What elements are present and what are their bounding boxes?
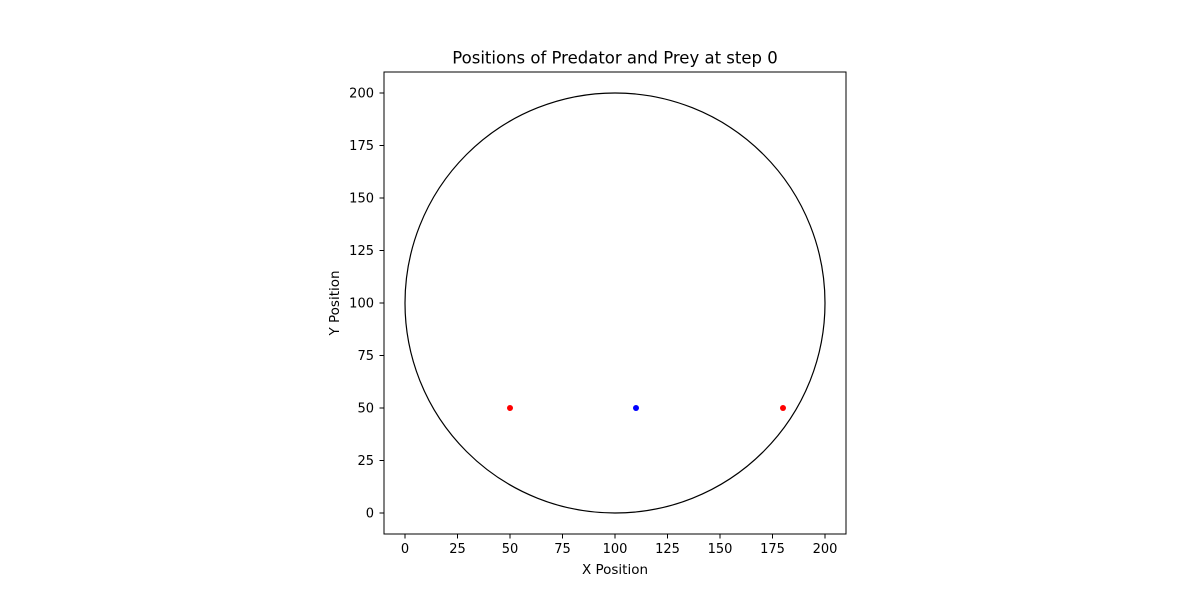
x-tick-label: 125 [655,542,680,557]
x-tick-label: 0 [401,542,409,557]
blue-point [633,405,639,411]
y-tick-label: 150 [349,192,374,207]
x-axis-label: X Position [582,562,648,578]
plot-area [383,71,847,535]
y-tick-label: 25 [357,454,374,469]
chart-marks [404,92,826,514]
y-tick-label: 75 [357,349,374,364]
x-tick-label: 150 [708,542,733,557]
red-point [507,405,513,411]
y-tick-label: 50 [357,402,374,417]
x-tick-label: 175 [760,542,785,557]
red-point [780,405,786,411]
x-axis-ticks: 0 25 50 75 100 125 150 175 200 [401,534,838,557]
y-axis-label: Y Position [327,270,343,336]
y-tick-label: 100 [349,297,374,312]
x-tick-label: 50 [502,542,519,557]
y-tick-label: 125 [349,244,374,259]
plot-frame [383,71,847,535]
x-tick-label: 200 [813,542,838,557]
x-tick-label: 75 [554,542,571,557]
y-tick-label: 0 [366,507,374,522]
y-axis-ticks: 0 25 50 75 100 125 150 175 200 [349,87,384,522]
x-tick-label: 25 [449,542,466,557]
x-tick-label: 100 [603,542,628,557]
boundary-circle [404,92,826,514]
y-tick-label: 175 [349,139,374,154]
y-tick-label: 200 [349,87,374,102]
chart-title: Positions of Predator and Prey at step 0 [452,49,777,68]
